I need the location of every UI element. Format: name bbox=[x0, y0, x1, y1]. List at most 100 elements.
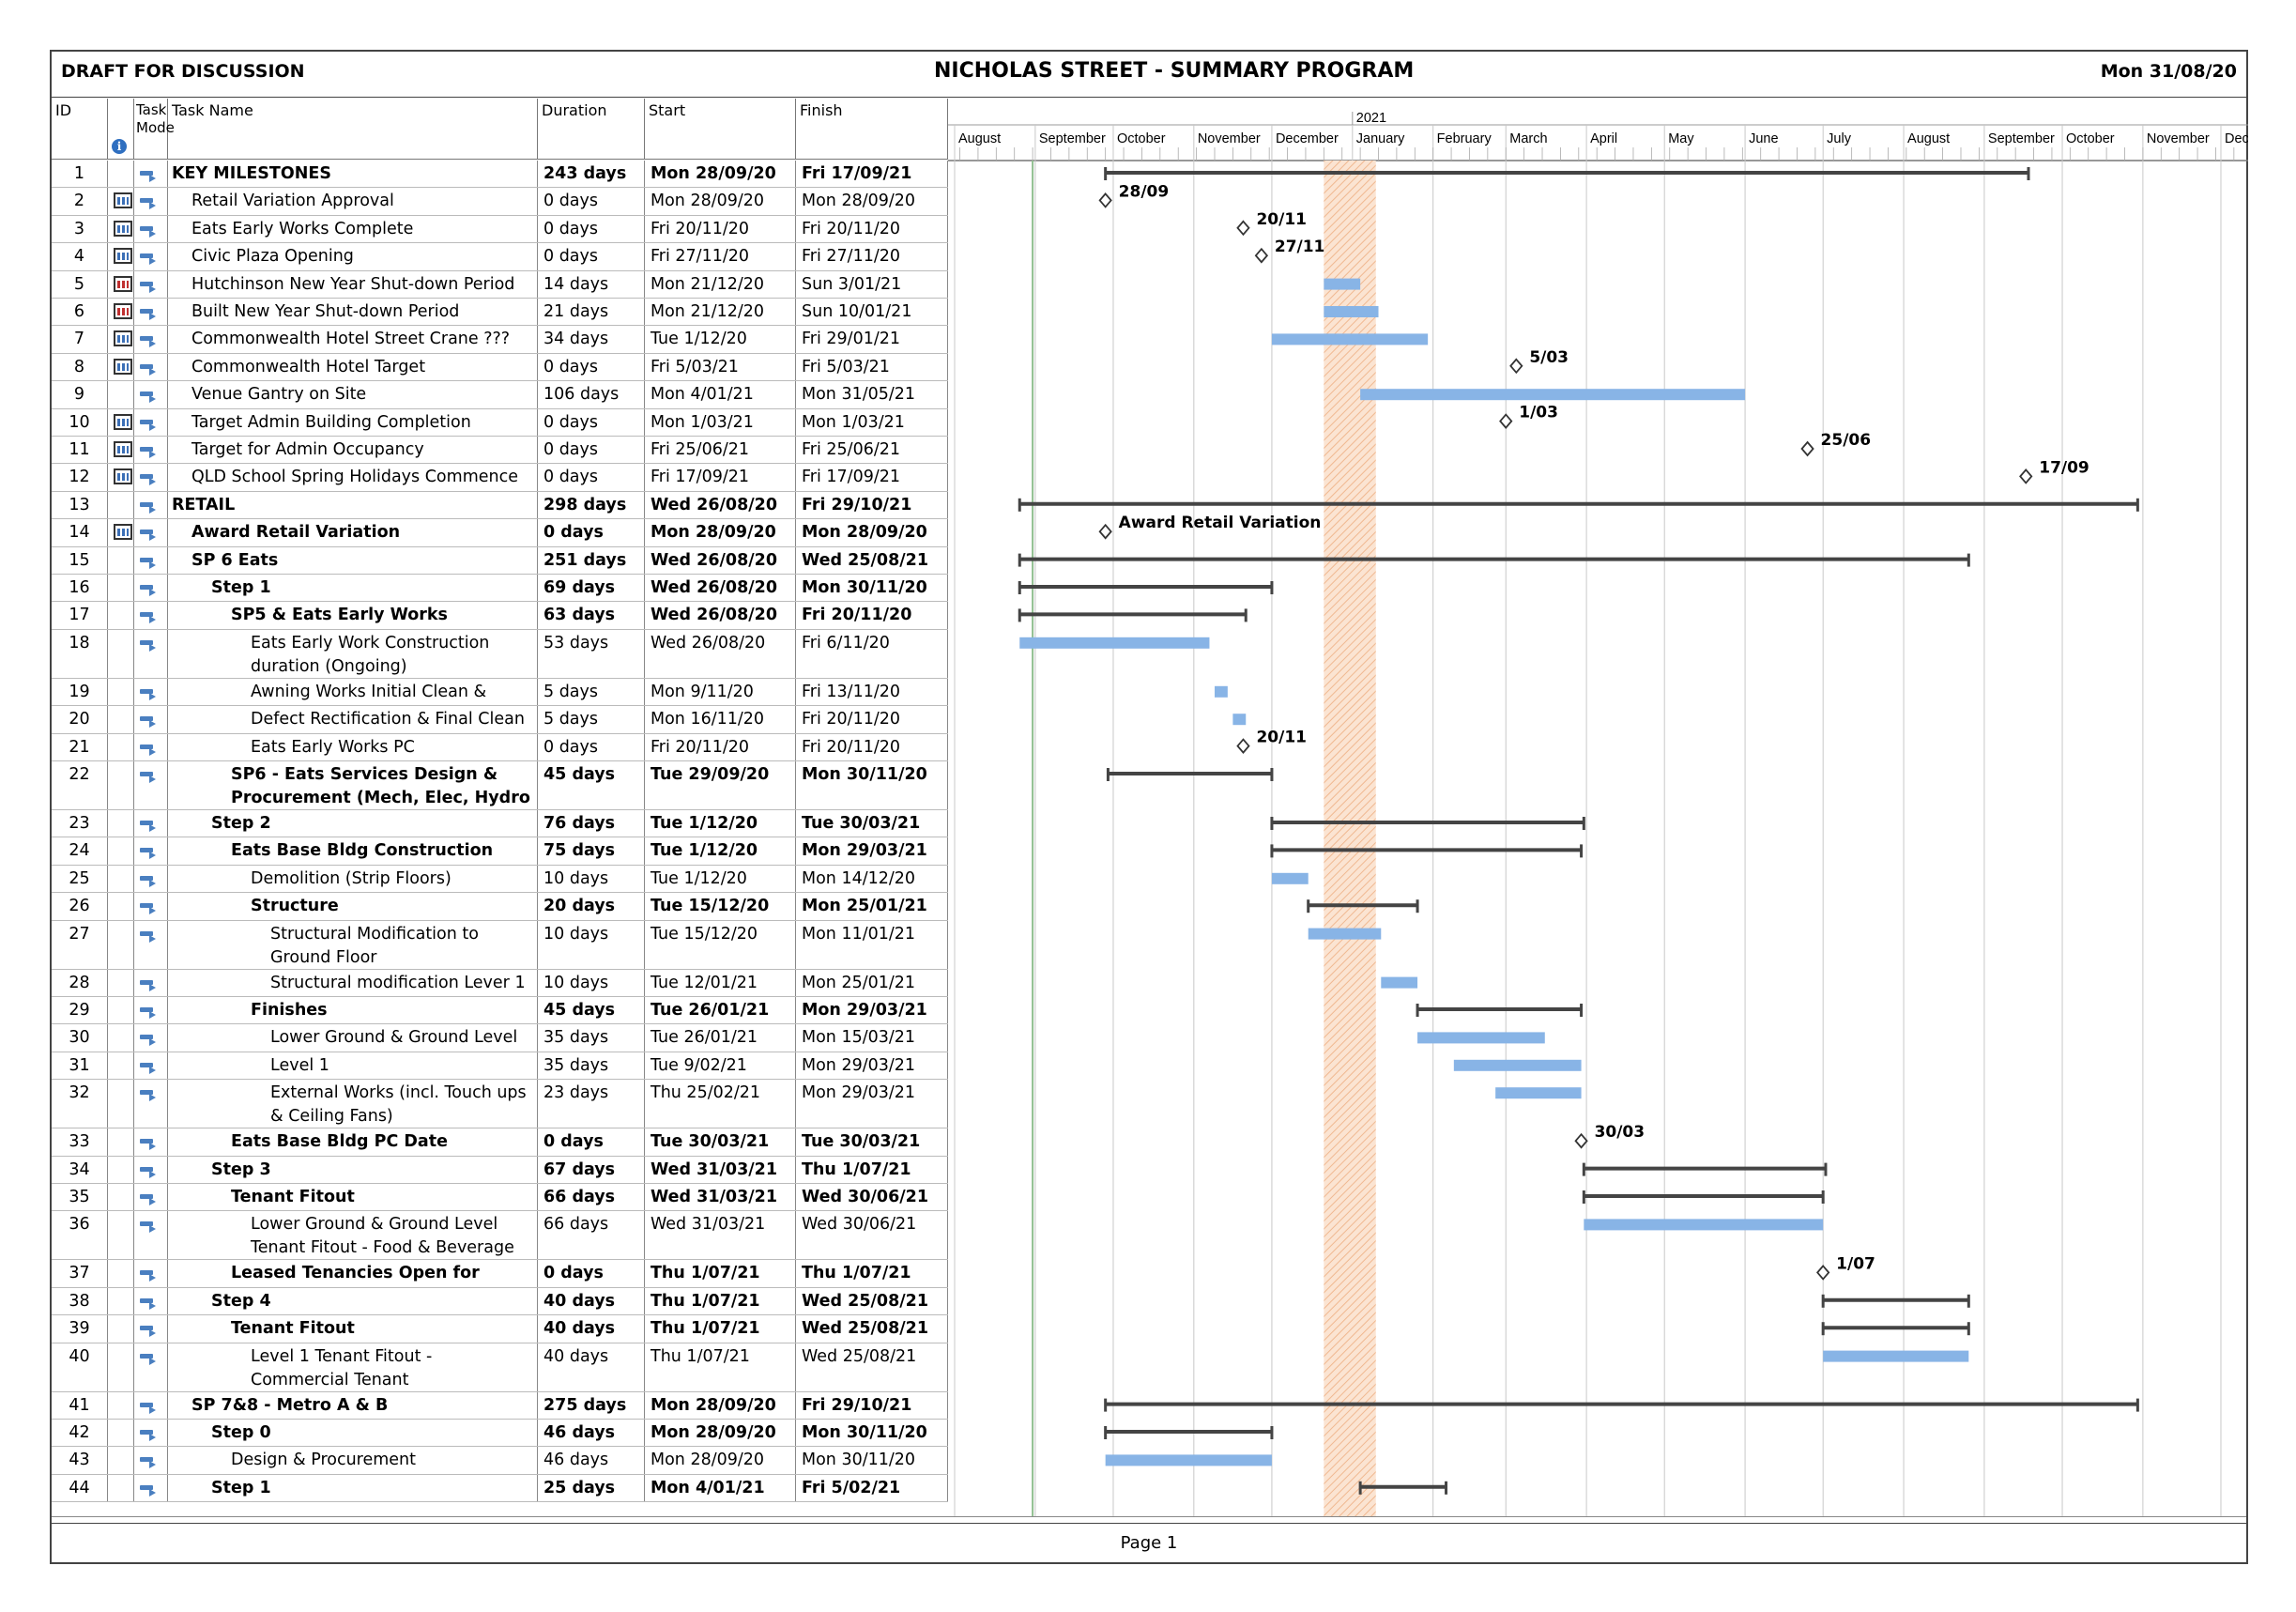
table-row[interactable]: 16 Step 1 69 days Wed 26/08/20 Mon 30/11/20 bbox=[52, 575, 948, 603]
task-name[interactable]: Hutchinson New Year Shut-down Period bbox=[168, 270, 538, 298]
task-finish[interactable]: Fri 6/11/20 bbox=[796, 629, 948, 678]
task-finish[interactable]: Mon 30/11/20 bbox=[796, 1420, 948, 1447]
task-mode-cell[interactable] bbox=[134, 1391, 168, 1419]
task-mode-cell[interactable] bbox=[134, 706, 168, 733]
task-duration[interactable]: 46 days bbox=[538, 1420, 645, 1447]
task-duration[interactable]: 23 days bbox=[538, 1080, 645, 1128]
table-row[interactable]: 14 Award Retail Variation 0 days Mon 28/09/… bbox=[52, 519, 948, 547]
task-start[interactable]: Thu 25/02/21 bbox=[645, 1080, 796, 1128]
task-name[interactable]: Tenant Fitout bbox=[168, 1184, 538, 1211]
task-duration[interactable]: 45 days bbox=[538, 997, 645, 1024]
table-row[interactable]: 41 SP 7&8 - Metro A & B 275 days Mon 28/09/… bbox=[52, 1391, 948, 1420]
task-start[interactable]: Mon 9/11/20 bbox=[645, 678, 796, 706]
table-row[interactable]: 36 Lower Ground & Ground Level Tenant Fit… bbox=[52, 1211, 948, 1261]
task-name[interactable]: Target Admin Building Completion bbox=[168, 408, 538, 436]
task-start[interactable]: Wed 31/03/21 bbox=[645, 1156, 796, 1183]
task-finish[interactable]: Mon 11/01/21 bbox=[796, 920, 948, 969]
task-finish[interactable]: Wed 30/06/21 bbox=[796, 1184, 948, 1211]
table-row[interactable]: 32 External Works (incl. Touch ups & Ceil… bbox=[52, 1080, 948, 1129]
task-mode-cell[interactable] bbox=[134, 1156, 168, 1183]
task-name[interactable]: Built New Year Shut-down Period bbox=[168, 299, 538, 326]
table-row[interactable]: 8 Commonwealth Hotel Target Completion??0… bbox=[52, 353, 948, 382]
task-mode-cell[interactable] bbox=[134, 733, 168, 760]
task-name[interactable]: Target for Admin Occupancy bbox=[168, 437, 538, 464]
task-duration[interactable]: 75 days bbox=[538, 837, 645, 865]
task-start[interactable]: Fri 20/11/20 bbox=[645, 733, 796, 760]
task-finish[interactable]: Mon 28/09/20 bbox=[796, 188, 948, 215]
task-duration[interactable]: 34 days bbox=[538, 326, 645, 353]
task-start[interactable]: Fri 17/09/21 bbox=[645, 464, 796, 491]
task-name[interactable]: Eats Base Bldg PC Date bbox=[168, 1128, 538, 1156]
table-row[interactable]: 29 Finishes 45 days Tue 26/01/21 Mon 29/03/2… bbox=[52, 997, 948, 1025]
task-start[interactable]: Mon 28/09/20 bbox=[645, 1420, 796, 1447]
task-duration[interactable]: 63 days bbox=[538, 602, 645, 629]
table-row[interactable]: 3 Eats Early Works Complete 0 days Fri 20/1… bbox=[52, 215, 948, 244]
task-mode-cell[interactable] bbox=[134, 1052, 168, 1080]
task-finish[interactable]: Fri 5/02/21 bbox=[796, 1474, 948, 1502]
task-start[interactable]: Mon 21/12/20 bbox=[645, 299, 796, 326]
task-mode-cell[interactable] bbox=[134, 1474, 168, 1502]
task-duration[interactable]: 40 days bbox=[538, 1315, 645, 1343]
task-duration[interactable]: 0 days bbox=[538, 519, 645, 546]
task-mode-cell[interactable] bbox=[134, 408, 168, 436]
task-duration[interactable]: 251 days bbox=[538, 546, 645, 574]
task-mode-cell[interactable] bbox=[134, 243, 168, 270]
table-row[interactable]: 4 Civic Plaza Opening 0 days Fri 27/11/20 Fr… bbox=[52, 243, 948, 271]
task-duration[interactable]: 0 days bbox=[538, 464, 645, 491]
task-finish[interactable]: Wed 30/06/21 bbox=[796, 1211, 948, 1260]
col-header-task-name[interactable]: Task Name bbox=[168, 99, 538, 159]
task-duration[interactable]: 46 days bbox=[538, 1447, 645, 1474]
task-start[interactable]: Tue 1/12/20 bbox=[645, 326, 796, 353]
task-finish[interactable]: Mon 28/09/20 bbox=[796, 519, 948, 546]
task-name[interactable]: Step 0 bbox=[168, 1420, 538, 1447]
table-row[interactable]: 17 SP5 & Eats Early Works 63 days Wed 26/08… bbox=[52, 602, 948, 630]
task-mode-cell[interactable] bbox=[134, 546, 168, 574]
task-duration[interactable]: 275 days bbox=[538, 1391, 645, 1419]
task-mode-cell[interactable] bbox=[134, 1420, 168, 1447]
task-name[interactable]: Commonwealth Hotel Street Crane ??? bbox=[168, 326, 538, 353]
task-finish[interactable]: Fri 5/03/21 bbox=[796, 353, 948, 381]
col-header-indicators[interactable]: i bbox=[108, 99, 134, 159]
task-duration[interactable]: 10 days bbox=[538, 920, 645, 969]
task-name[interactable]: Eats Early Work Construction duration (O… bbox=[168, 629, 538, 678]
task-start[interactable]: Fri 20/11/20 bbox=[645, 215, 796, 243]
task-start[interactable]: Tue 30/03/21 bbox=[645, 1128, 796, 1156]
task-duration[interactable]: 298 days bbox=[538, 491, 645, 519]
task-start[interactable]: Mon 21/12/20 bbox=[645, 270, 796, 298]
task-mode-cell[interactable] bbox=[134, 629, 168, 678]
task-finish[interactable]: Mon 29/03/21 bbox=[796, 837, 948, 865]
task-finish[interactable]: Fri 20/11/20 bbox=[796, 733, 948, 760]
task-start[interactable]: Wed 26/08/20 bbox=[645, 546, 796, 574]
task-name[interactable]: Demolition (Strip Floors) bbox=[168, 865, 538, 893]
table-row[interactable]: 23 Step 2 76 days Tue 1/12/20 Tue 30/03/21 bbox=[52, 810, 948, 838]
task-duration[interactable]: 243 days bbox=[538, 161, 645, 188]
task-mode-cell[interactable] bbox=[134, 1287, 168, 1315]
task-mode-cell[interactable] bbox=[134, 188, 168, 215]
task-name[interactable]: Eats Early Works Complete bbox=[168, 215, 538, 243]
task-duration[interactable]: 0 days bbox=[538, 1128, 645, 1156]
task-duration[interactable]: 66 days bbox=[538, 1211, 645, 1260]
task-name[interactable]: Structure bbox=[168, 893, 538, 920]
task-start[interactable]: Tue 26/01/21 bbox=[645, 1024, 796, 1052]
task-duration[interactable]: 40 days bbox=[538, 1343, 645, 1391]
task-duration[interactable]: 14 days bbox=[538, 270, 645, 298]
task-name[interactable]: Lower Ground & Ground Level bbox=[168, 1024, 538, 1052]
task-start[interactable]: Wed 31/03/21 bbox=[645, 1211, 796, 1260]
task-start[interactable]: Wed 26/08/20 bbox=[645, 575, 796, 602]
task-finish[interactable]: Wed 25/08/21 bbox=[796, 1287, 948, 1315]
task-duration[interactable]: 0 days bbox=[538, 243, 645, 270]
task-duration[interactable]: 106 days bbox=[538, 381, 645, 408]
task-name[interactable]: Lower Ground & Ground Level Tenant Fitou… bbox=[168, 1211, 538, 1260]
table-row[interactable]: 9 Venue Gantry on Site 106 days Mon 4/01/21… bbox=[52, 381, 948, 409]
task-start[interactable]: Mon 28/09/20 bbox=[645, 519, 796, 546]
task-mode-cell[interactable] bbox=[134, 1128, 168, 1156]
table-row[interactable]: 10 Target Admin Building Completion 0 days… bbox=[52, 408, 948, 437]
task-name[interactable]: External Works (incl. Touch ups & Ceilin… bbox=[168, 1080, 538, 1128]
task-duration[interactable]: 0 days bbox=[538, 188, 645, 215]
task-name[interactable]: Award Retail Variation bbox=[168, 519, 538, 546]
task-start[interactable]: Thu 1/07/21 bbox=[645, 1343, 796, 1391]
task-finish[interactable]: Mon 25/01/21 bbox=[796, 969, 948, 996]
task-name[interactable]: Leased Tenancies Open for Trade bbox=[168, 1260, 538, 1287]
task-finish[interactable]: Mon 31/05/21 bbox=[796, 381, 948, 408]
task-name[interactable]: Awning Works Initial Clean & Defect bbox=[168, 678, 538, 706]
